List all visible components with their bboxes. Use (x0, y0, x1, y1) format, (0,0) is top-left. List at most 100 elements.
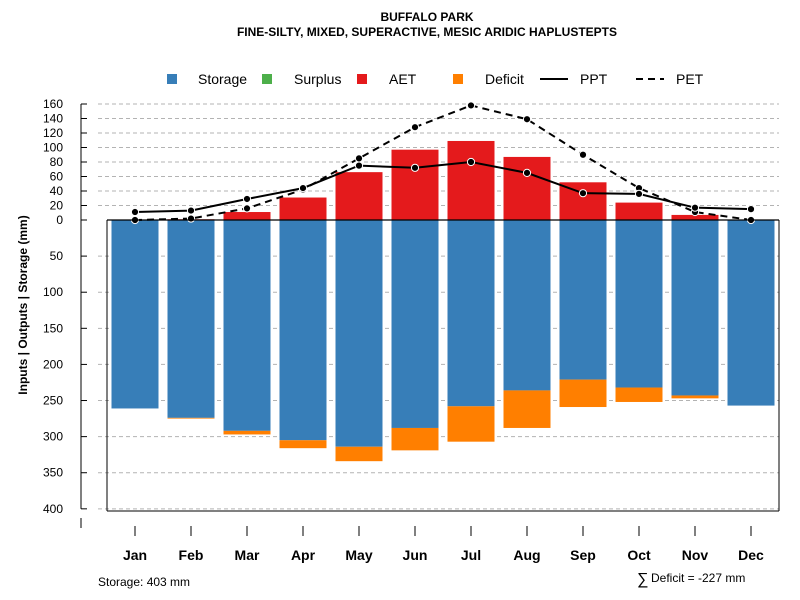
chart-title: BUFFALO PARK (380, 10, 473, 24)
storage-bar (671, 220, 719, 396)
storage-bar (727, 220, 775, 406)
y-tick-label: 20 (50, 199, 64, 213)
ppt-point (522, 168, 532, 177)
x-tick-label-jul: Jul (461, 547, 481, 563)
y-tick-label: 120 (43, 126, 63, 140)
lines-group (130, 101, 756, 225)
ppt-point (578, 189, 588, 198)
pet-point (522, 115, 532, 124)
y-tick-label: 100 (43, 141, 63, 155)
x-tick-label-oct: Oct (627, 547, 651, 563)
deficit-bar (223, 430, 271, 435)
aet-bar (447, 140, 495, 220)
legend-swatch-surplus (262, 74, 272, 84)
chart-subtitle: FINE-SILTY, MIXED, SUPERACTIVE, MESIC AR… (237, 25, 617, 39)
ppt-point (242, 194, 252, 204)
storage-bar (503, 220, 551, 391)
storage-bar (223, 220, 271, 431)
ppt-point (186, 206, 196, 215)
y-tick-label: 350 (43, 466, 63, 480)
pet-line (134, 104, 752, 221)
storage-bar (335, 220, 383, 447)
deficit-bar (559, 379, 607, 408)
aet-bar (503, 156, 551, 220)
x-tick-label-sep: Sep (570, 547, 596, 563)
deficit-bar (391, 427, 439, 451)
y-tick-label: 60 (50, 170, 64, 184)
aet-bar (335, 172, 383, 220)
y-tick-label: 0 (56, 213, 63, 227)
axes-group: 1601401201008060402005010015020025030035… (43, 97, 780, 563)
x-tick-label-mar: Mar (235, 547, 260, 563)
legend-label-aet: AET (389, 71, 417, 87)
storage-total-label: Storage: 403 mm (98, 575, 190, 589)
y-tick-label: 160 (43, 97, 63, 111)
aet-bar (279, 197, 327, 220)
aet-bar (615, 202, 663, 220)
y-tick-label: 150 (43, 321, 63, 335)
ppt-point (354, 161, 364, 170)
aet-bar (671, 214, 719, 220)
storage-bar (111, 220, 159, 409)
storage-bar (447, 220, 495, 407)
x-tick-label-jan: Jan (123, 547, 147, 563)
legend-label-deficit: Deficit (485, 71, 524, 87)
ppt-point (466, 157, 476, 167)
deficit-bar (503, 390, 551, 428)
aet-bar (223, 212, 271, 220)
x-tick-label-apr: Apr (291, 547, 316, 563)
x-tick-label-may: May (345, 547, 372, 563)
y-tick-label: 100 (43, 285, 63, 299)
pet-point (578, 150, 588, 159)
ppt-point (130, 207, 140, 217)
pet-point (186, 214, 196, 223)
ppt-point (410, 163, 420, 172)
ppt-point (746, 205, 756, 214)
legend-label-ppt: PPT (580, 71, 608, 87)
aet-bar (391, 149, 439, 220)
y-tick-label: 80 (50, 155, 64, 169)
chart-legend: Storage Surplus AET Deficit PPT PET (167, 71, 704, 87)
legend-label-pet: PET (676, 71, 704, 87)
legend-swatch-storage (167, 74, 177, 84)
ppt-point (634, 189, 644, 198)
storage-bar (279, 220, 327, 441)
y-tick-label: 250 (43, 394, 63, 408)
deficit-total-label: Deficit = -227 mm (651, 571, 745, 585)
y-tick-label: 50 (50, 249, 64, 263)
storage-bar (391, 220, 439, 428)
x-tick-label-nov: Nov (682, 547, 709, 563)
deficit-bar (447, 406, 495, 442)
aet-bar (559, 182, 607, 220)
ppt-line (134, 160, 752, 214)
storage-bar (167, 220, 215, 418)
pet-point (410, 123, 420, 132)
x-tick-label-dec: Dec (738, 547, 764, 563)
ppt-point (690, 203, 700, 212)
legend-swatch-deficit (453, 74, 463, 84)
deficit-bar (167, 417, 215, 419)
storage-bar (559, 220, 607, 380)
deficit-bar (279, 440, 327, 449)
x-tick-label-aug: Aug (513, 547, 540, 563)
y-tick-label: 400 (43, 502, 63, 516)
x-tick-label-feb: Feb (179, 547, 204, 563)
sum-symbol: ∑ (637, 571, 648, 588)
y-tick-label: 300 (43, 430, 63, 444)
bars-group (111, 140, 775, 462)
ppt-point (298, 184, 308, 193)
deficit-bar (335, 446, 383, 462)
x-tick-label-jun: Jun (403, 547, 428, 563)
legend-label-storage: Storage (198, 71, 247, 87)
deficit-bar (615, 387, 663, 402)
storage-bar (615, 220, 663, 388)
y-tick-label: 200 (43, 357, 63, 371)
y-tick-label: 40 (50, 184, 64, 198)
pet-point (242, 204, 252, 213)
pet-point (354, 154, 364, 163)
y-axis-label: Inputs | Outputs | Storage (mm) (16, 215, 30, 394)
deficit-bar (671, 395, 719, 399)
legend-swatch-aet (357, 74, 367, 84)
pet-point (466, 101, 476, 110)
